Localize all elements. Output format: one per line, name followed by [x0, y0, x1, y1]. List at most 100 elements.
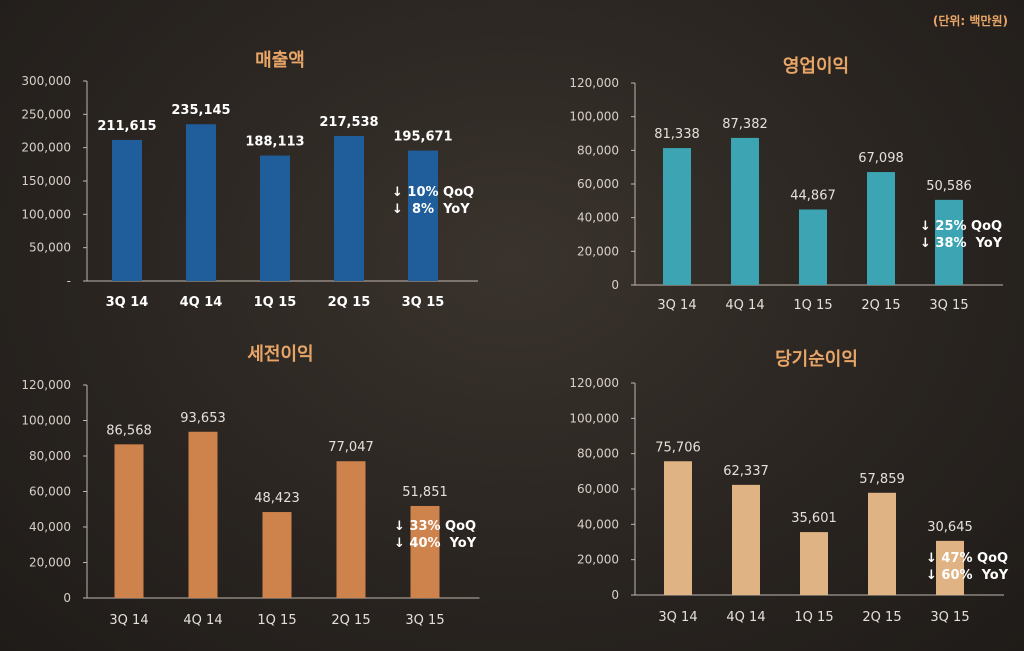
x-tick-label: 2Q 15: [328, 295, 371, 310]
x-tick-label: 3Q 15: [405, 613, 444, 628]
y-tick-label: 0: [63, 591, 71, 605]
bar: [334, 135, 364, 281]
data-label: 195,671: [393, 130, 452, 145]
bar: [112, 139, 142, 281]
bar: [188, 431, 218, 598]
y-tick-label: 100,000: [21, 414, 71, 428]
data-label: 86,568: [106, 423, 152, 438]
x-tick-label: 3Q 15: [402, 295, 445, 310]
x-tick-label: 2Q 15: [331, 613, 370, 628]
yoy-change-label: ↓ 38% YoY: [920, 236, 1003, 251]
data-label: 67,098: [858, 151, 904, 166]
data-label: 81,338: [654, 127, 700, 142]
bar: [732, 484, 760, 595]
yoy-change-label: ↓ 60% YoY: [926, 568, 1009, 583]
x-tick-label: 4Q 14: [180, 295, 223, 310]
bar: [336, 461, 366, 598]
bar: [262, 512, 292, 598]
qoq-change-label: ↓ 10% QoQ: [392, 185, 474, 200]
x-tick-label: 3Q 15: [929, 298, 968, 313]
bar: [731, 137, 759, 285]
chart-title: 당기순이익: [775, 349, 858, 370]
data-label: 77,047: [328, 440, 374, 455]
data-label: 57,859: [859, 472, 905, 487]
y-tick-label: 120,000: [569, 376, 619, 390]
y-tick-label: 40,000: [29, 520, 71, 534]
operating-profit-chart: 영업이익 0 20,000 40,000 60,000 80,000 100,000 120,…: [569, 56, 1003, 313]
yoy-change-label: ↓ 40% YoY: [394, 536, 477, 551]
x-tick-label: 3Q 15: [930, 610, 969, 625]
bar: [799, 209, 827, 285]
x-tick-label: 3Q 14: [657, 298, 696, 313]
data-label: 93,653: [180, 411, 226, 426]
data-label: 188,113: [245, 135, 304, 150]
data-label: 48,423: [254, 491, 300, 506]
y-tick-label: 60,000: [577, 177, 619, 191]
y-tick-label: 20,000: [577, 244, 619, 258]
bar: [936, 540, 964, 595]
y-tick-label: 40,000: [577, 517, 619, 531]
data-label: 62,337: [723, 464, 769, 479]
y-tick-label: 200,000: [21, 141, 71, 155]
y-tick-label: 60,000: [577, 482, 619, 496]
y-tick-label: 120,000: [21, 378, 71, 392]
net-income-chart: 당기순이익 0 20,000 40,000 60,000 80,000 100,000 120…: [569, 349, 1009, 625]
data-label: 211,615: [97, 119, 156, 134]
bar: [408, 150, 438, 281]
x-tick-label: 3Q 14: [658, 610, 697, 625]
x-tick-label: 4Q 14: [726, 610, 765, 625]
unit-note: (단위: 백만원): [932, 14, 1008, 28]
y-tick-label: 80,000: [577, 447, 619, 461]
bar: [867, 172, 895, 285]
y-tick-label: 0: [611, 278, 619, 292]
data-label: 44,867: [790, 188, 836, 203]
x-tick-label: 3Q 14: [106, 295, 149, 310]
qoq-change-label: ↓ 33% QoQ: [394, 519, 476, 534]
x-tick-label: 1Q 15: [794, 610, 833, 625]
bar: [114, 444, 144, 598]
y-tick-label: 20,000: [29, 556, 71, 570]
y-tick-label: 80,000: [577, 143, 619, 157]
y-tick-label: 150,000: [21, 174, 71, 188]
data-label: 235,145: [171, 103, 230, 118]
y-tick-label: 100,000: [21, 207, 71, 221]
bar: [800, 532, 828, 595]
y-tick-label: 0: [611, 588, 619, 602]
pretax-profit-chart: 세전이익 0 20,000 40,000 60,000 80,000 100,000 120,…: [21, 344, 480, 628]
x-tick-label: 1Q 15: [793, 298, 832, 313]
bar: [410, 505, 440, 598]
bar: [868, 492, 896, 595]
data-label: 87,382: [722, 117, 768, 132]
bar: [186, 124, 216, 281]
y-tick-label: 50,000: [29, 241, 71, 255]
chart-title: 세전이익: [247, 344, 313, 365]
x-tick-label: 3Q 14: [109, 613, 148, 628]
yoy-change-label: ↓ 8% YoY: [392, 202, 470, 217]
x-tick-label: 4Q 14: [725, 298, 764, 313]
qoq-change-label: ↓ 47% QoQ: [926, 551, 1008, 566]
revenue-chart: 매출액 - 50,000 100,000 150,000 200,000 250,000 30…: [21, 50, 478, 310]
x-tick-label: 1Q 15: [254, 295, 297, 310]
bar: [664, 461, 692, 595]
y-tick-label: -: [67, 274, 71, 288]
data-label: 50,586: [926, 179, 972, 194]
y-tick-label: 80,000: [29, 449, 71, 463]
y-tick-label: 60,000: [29, 485, 71, 499]
y-tick-label: 100,000: [569, 411, 619, 425]
bar: [935, 199, 963, 285]
data-label: 30,645: [927, 520, 973, 535]
data-label: 51,851: [402, 485, 448, 500]
y-tick-label: 120,000: [569, 76, 619, 90]
data-label: 35,601: [791, 511, 837, 526]
bar: [260, 155, 290, 281]
y-tick-label: 100,000: [569, 110, 619, 124]
x-tick-label: 2Q 15: [861, 298, 900, 313]
x-tick-label: 1Q 15: [257, 613, 296, 628]
qoq-change-label: ↓ 25% QoQ: [920, 219, 1002, 234]
y-tick-label: 250,000: [21, 107, 71, 121]
chart-title: 매출액: [255, 50, 305, 71]
y-tick-label: 20,000: [577, 553, 619, 567]
y-tick-label: 300,000: [21, 74, 71, 88]
y-tick-label: 40,000: [577, 211, 619, 225]
data-label: 75,706: [655, 440, 701, 455]
